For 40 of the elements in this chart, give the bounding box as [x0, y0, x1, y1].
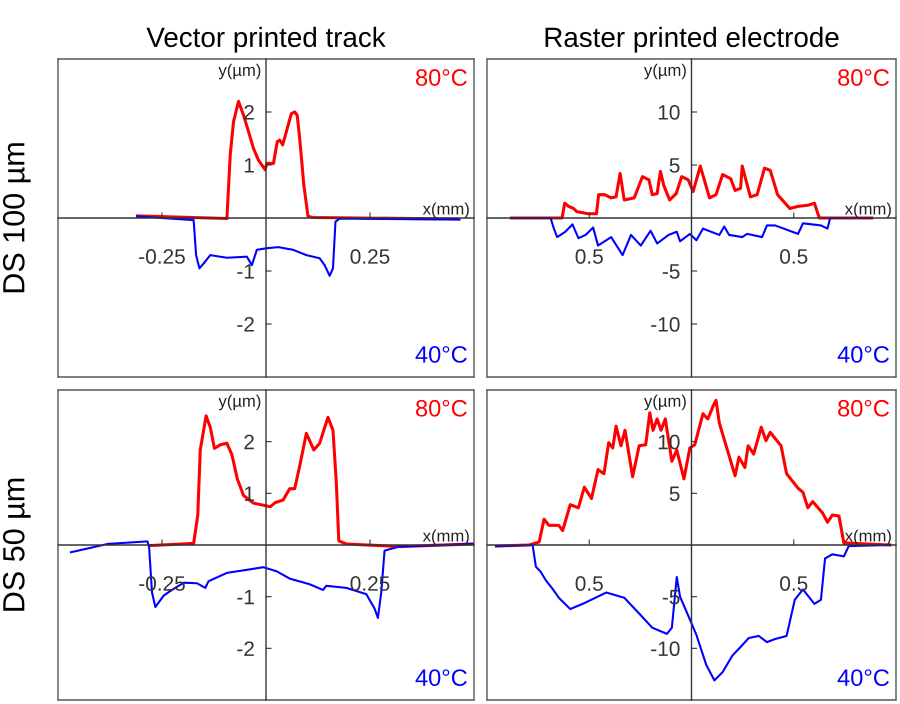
text: 80°C — [838, 400, 889, 417]
y-tick-label: 5 — [670, 486, 680, 502]
text: 80°C — [416, 69, 467, 86]
y-axis-title: y(µm) — [644, 394, 686, 410]
y-tick-label: -5 — [662, 264, 680, 279]
y-tick-label: -2 — [237, 641, 254, 656]
x-tick-label: 0.5 — [576, 576, 603, 591]
y-tick-label: -1 — [237, 264, 254, 279]
y-tick-label: -1 — [237, 590, 254, 604]
y-tick-label: 5 — [670, 158, 680, 173]
text: 40°C — [416, 346, 467, 363]
x-tick-label: 0.5 — [576, 249, 603, 264]
y-tick-label: 2 — [244, 434, 254, 450]
text: 40°C — [416, 669, 467, 686]
text: 40°C — [838, 669, 889, 686]
y-tick-label: -10 — [651, 317, 680, 332]
y-axis-title: y(µm) — [218, 394, 260, 410]
x-axis-title: x(mm) — [844, 529, 891, 545]
x-tick-label: 0.5 — [780, 249, 808, 264]
y-axis-title: y(µm) — [644, 64, 686, 80]
x-tick-label: 0.5 — [780, 576, 808, 591]
y-tick-label: -2 — [237, 317, 254, 332]
x-axis-title: x(mm) — [422, 202, 469, 218]
x-axis-title: x(mm) — [422, 529, 469, 545]
text: 40°C — [838, 346, 889, 363]
x-tick-label: -0.25 — [139, 249, 185, 264]
y-tick-label: -10 — [651, 641, 680, 656]
x-axis-title: x(mm) — [844, 202, 891, 218]
text: 80°C — [416, 400, 467, 417]
text: DS 50 µm — [2, 478, 31, 611]
y-tick-label: 1 — [244, 486, 254, 501]
chart-title: Vector printed track — [146, 26, 386, 53]
text: DS 100 µm — [2, 143, 31, 292]
y-tick-label: 1 — [244, 158, 254, 173]
y-axis-title: y(µm) — [218, 64, 260, 80]
text: 80°C — [838, 69, 889, 86]
y-tick-label: 10 — [658, 105, 680, 120]
chart-title: Raster printed electrode — [546, 26, 839, 53]
y-tick-label: 2 — [244, 105, 254, 120]
x-tick-label: 0.25 — [350, 249, 390, 264]
